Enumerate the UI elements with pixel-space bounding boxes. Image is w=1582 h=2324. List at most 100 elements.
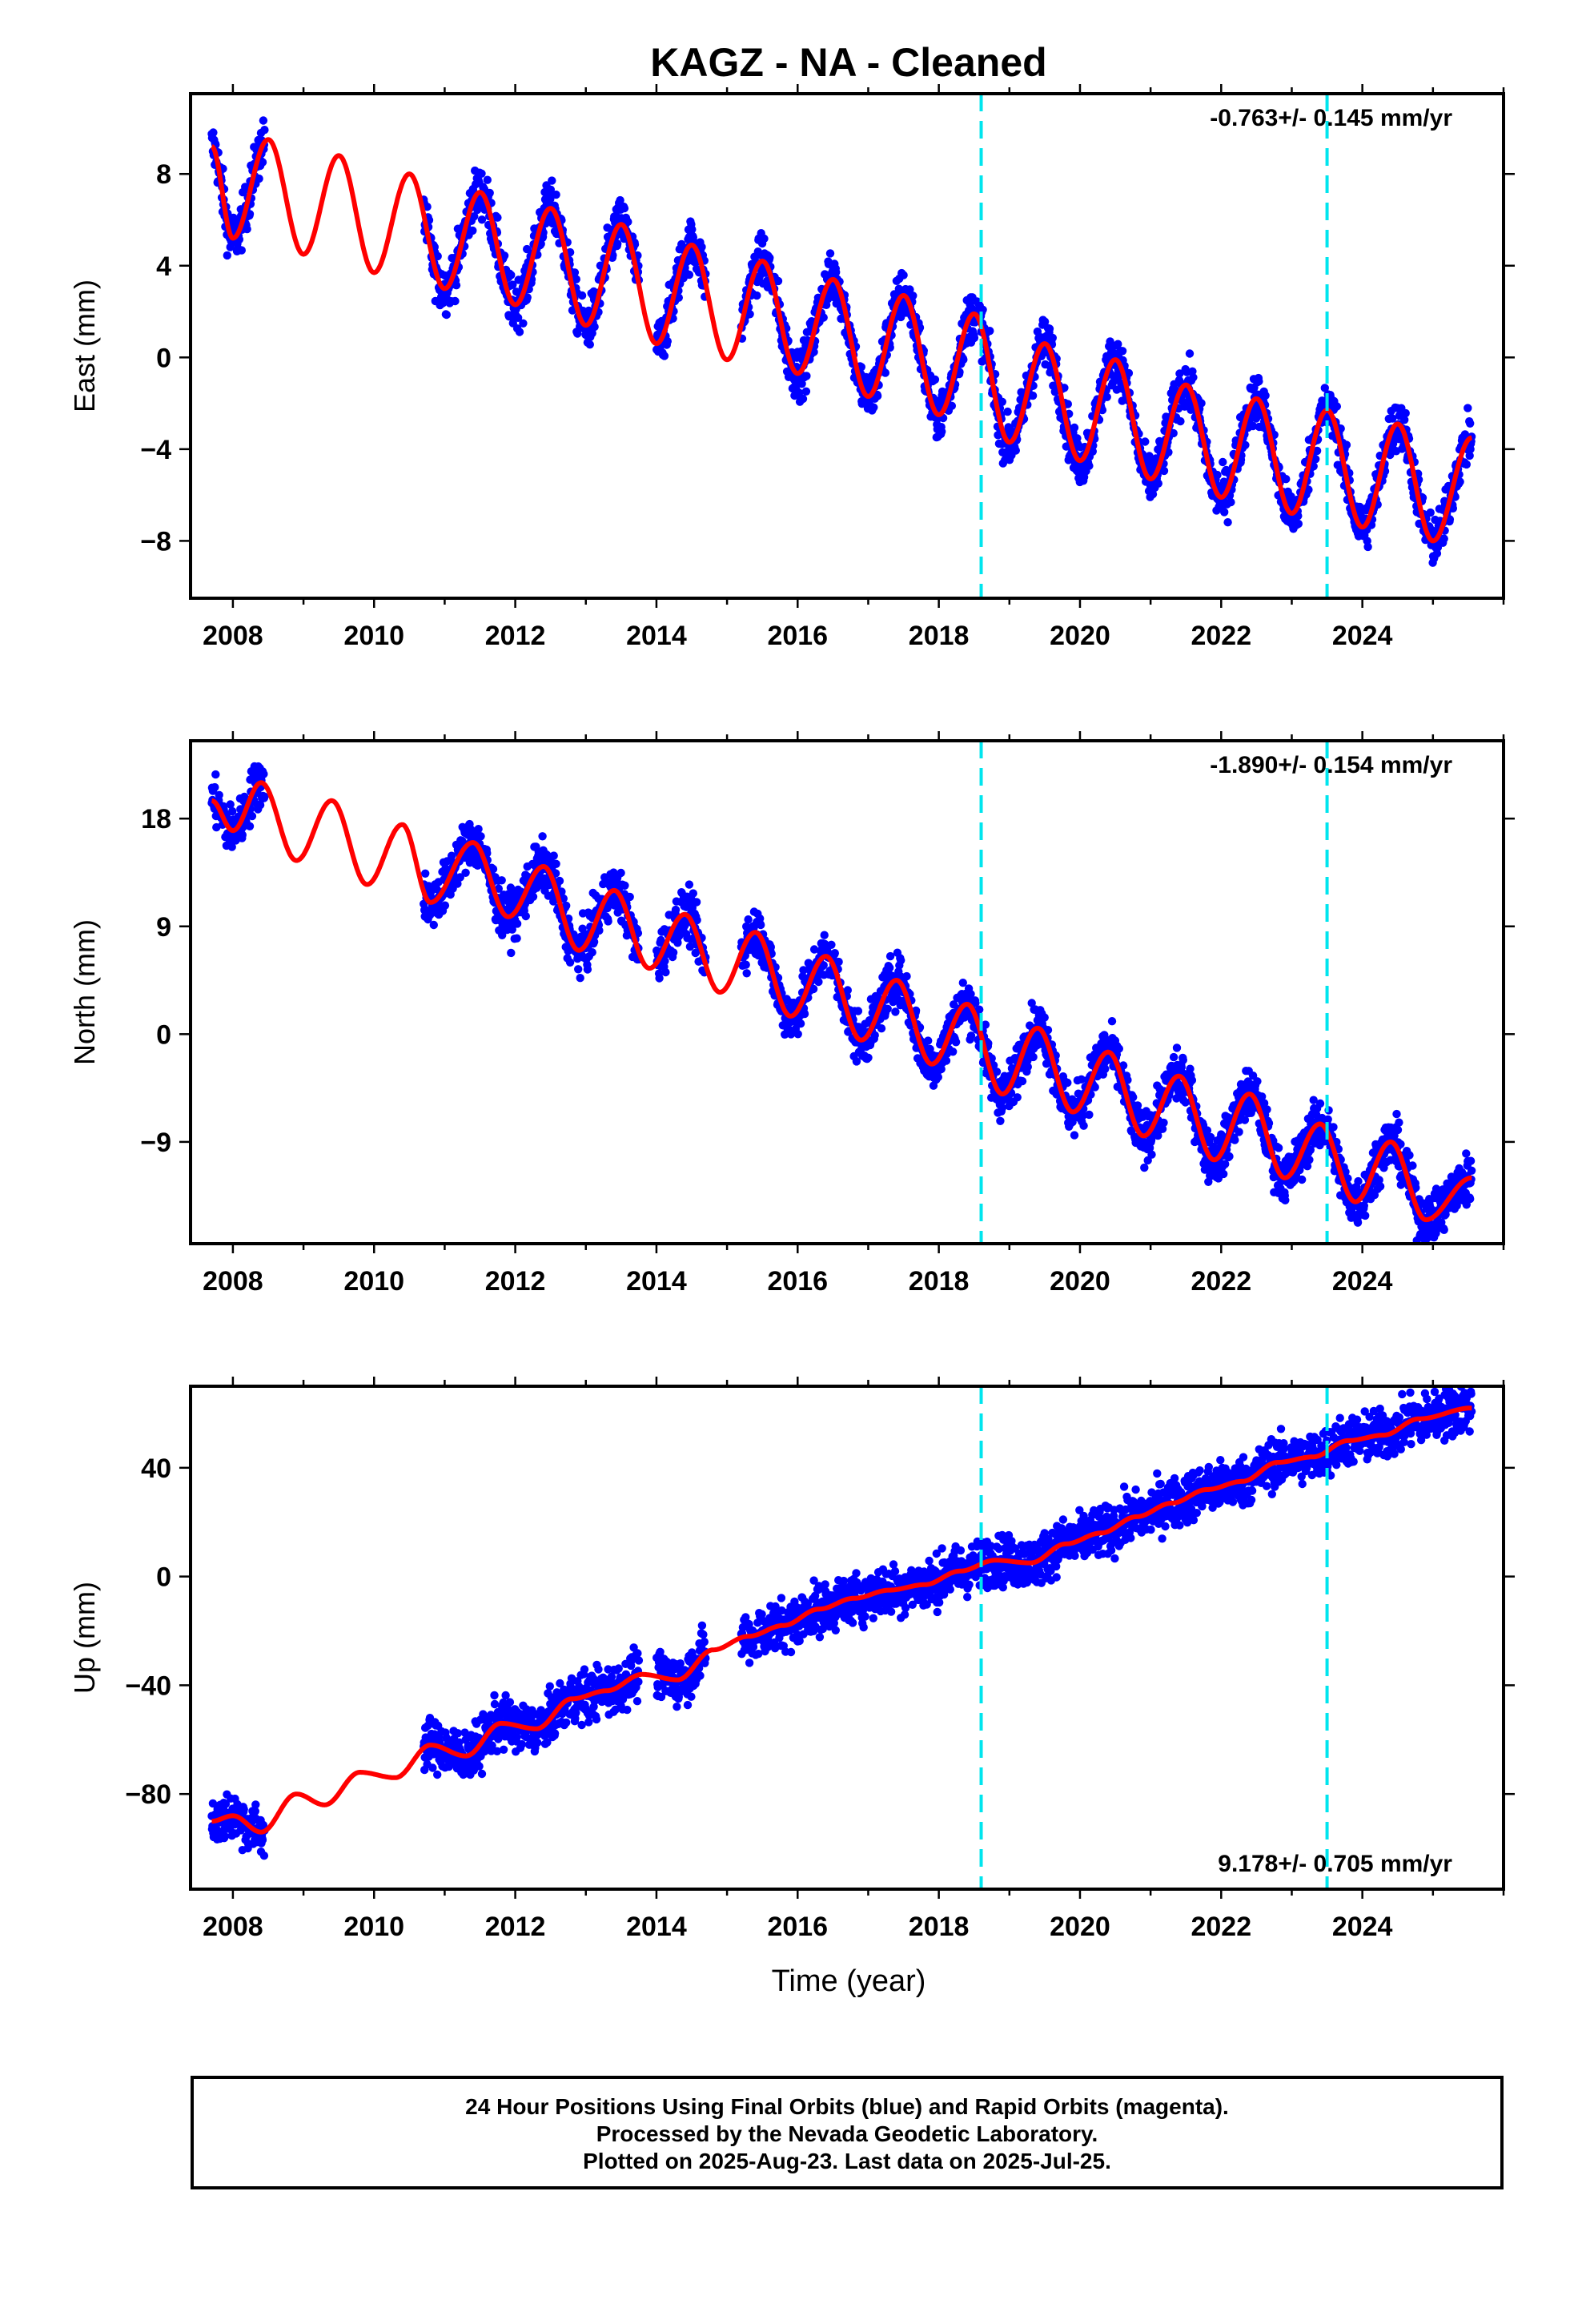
- data-point: [802, 372, 811, 380]
- data-point: [474, 825, 483, 834]
- y-tick-label: 8: [156, 159, 171, 190]
- data-point: [604, 917, 612, 926]
- data-point: [1363, 542, 1372, 552]
- data-point: [655, 974, 664, 983]
- data-point: [477, 169, 486, 178]
- data-point: [796, 1019, 805, 1028]
- data-point: [1332, 402, 1342, 411]
- data-point: [1220, 508, 1229, 517]
- data-point: [555, 876, 564, 886]
- plot-area: [207, 762, 1476, 1244]
- data-point: [483, 175, 492, 184]
- data-point: [1169, 428, 1178, 438]
- data-point: [1231, 1136, 1239, 1144]
- data-point: [744, 915, 753, 924]
- data-point: [1248, 421, 1258, 431]
- data-point: [1169, 1052, 1178, 1062]
- data-point: [1464, 404, 1472, 412]
- data-point: [741, 960, 750, 969]
- figure-title: KAGZ - NA - Cleaned: [650, 40, 1046, 85]
- model-fit-line: [211, 137, 1472, 544]
- data-point: [814, 977, 823, 987]
- data-point: [819, 313, 828, 322]
- data-point: [228, 806, 237, 816]
- data-point: [1175, 369, 1184, 378]
- data-point: [760, 234, 769, 243]
- data-point: [1439, 534, 1448, 543]
- data-point: [507, 948, 516, 958]
- data-point: [258, 158, 267, 167]
- data-point: [211, 782, 219, 792]
- data-point: [1063, 1078, 1072, 1088]
- data-point: [625, 892, 634, 902]
- data-point: [585, 340, 594, 349]
- data-point: [742, 969, 751, 978]
- x-tick-label: 2022: [1191, 621, 1251, 651]
- data-point: [1159, 466, 1169, 476]
- data-point: [523, 293, 532, 302]
- data-point: [507, 271, 516, 279]
- data-point: [661, 967, 670, 977]
- data-point: [1029, 1052, 1038, 1062]
- data-point: [1159, 1118, 1168, 1128]
- data-point: [613, 239, 622, 248]
- data-point: [745, 310, 754, 319]
- panel-north: 2008 2010 2012 2014 2016 2018 2020 2022 2024−909…: [68, 731, 1515, 1297]
- data-point: [1147, 1150, 1156, 1159]
- data-point: [1189, 373, 1198, 382]
- data-point: [1070, 423, 1079, 432]
- data-point: [209, 128, 218, 137]
- data-point: [1141, 437, 1150, 446]
- data-point: [1178, 1055, 1188, 1065]
- data-point: [832, 267, 841, 277]
- data-point: [211, 770, 220, 779]
- data-point: [521, 911, 530, 921]
- data-point: [1185, 349, 1195, 358]
- data-point: [572, 275, 580, 283]
- data-point: [476, 832, 485, 841]
- data-point: [671, 905, 681, 915]
- data-point: [1114, 1044, 1124, 1053]
- data-point: [493, 213, 502, 222]
- data-point: [588, 948, 596, 957]
- y-tick-label: −8: [140, 526, 171, 557]
- data-point: [512, 919, 522, 928]
- data-point: [1294, 519, 1303, 529]
- x-tick-label: 2010: [343, 621, 404, 651]
- data-point: [820, 931, 829, 939]
- data-point: [669, 948, 678, 957]
- data-point: [1261, 391, 1270, 400]
- data-point: [881, 368, 890, 377]
- data-point: [1342, 440, 1351, 449]
- data-point: [260, 792, 269, 801]
- data-point: [1197, 399, 1206, 408]
- data-point: [227, 842, 236, 851]
- data-point: [1448, 504, 1458, 513]
- data-point: [1011, 446, 1021, 455]
- data-point: [1227, 497, 1235, 507]
- data-point: [1023, 1063, 1033, 1072]
- data-point: [616, 868, 625, 878]
- y-tick-label: 0: [156, 343, 171, 373]
- data-point: [477, 215, 487, 224]
- data-point: [577, 291, 587, 300]
- data-point: [959, 355, 968, 364]
- data-point: [1114, 340, 1122, 348]
- data-point: [247, 811, 257, 821]
- y-tick-label: −4: [140, 435, 171, 465]
- data-point: [1124, 368, 1134, 378]
- data-point: [1018, 1076, 1027, 1086]
- data-point: [998, 397, 1007, 406]
- data-point: [1309, 462, 1318, 471]
- data-point: [620, 881, 629, 891]
- data-point: [1219, 1169, 1228, 1179]
- data-point: [1154, 479, 1163, 488]
- data-point: [877, 1024, 886, 1033]
- data-point: [237, 246, 246, 255]
- data-point: [259, 116, 268, 125]
- data-point: [500, 251, 509, 260]
- data-point: [515, 328, 524, 336]
- data-point: [830, 949, 840, 958]
- data-point: [223, 251, 231, 260]
- data-point: [546, 185, 555, 194]
